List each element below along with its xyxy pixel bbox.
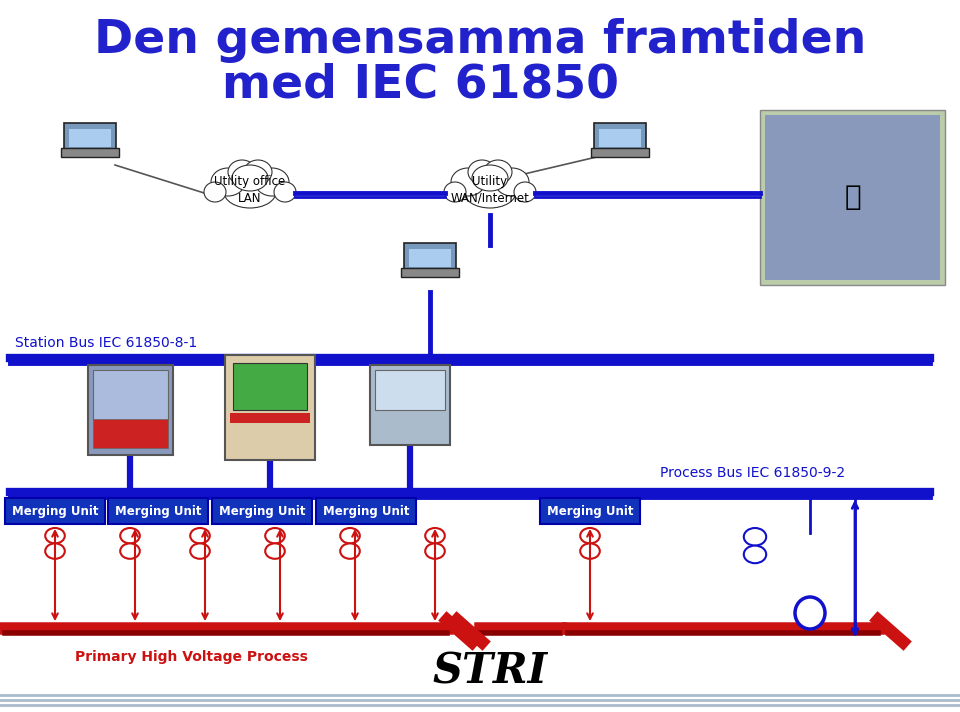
Ellipse shape xyxy=(45,528,64,543)
Ellipse shape xyxy=(211,168,245,196)
Ellipse shape xyxy=(120,543,140,559)
Ellipse shape xyxy=(444,182,466,202)
FancyBboxPatch shape xyxy=(401,268,459,276)
Ellipse shape xyxy=(120,528,140,543)
FancyBboxPatch shape xyxy=(233,363,307,410)
Ellipse shape xyxy=(340,543,360,559)
Ellipse shape xyxy=(495,168,529,196)
Ellipse shape xyxy=(224,176,276,208)
FancyBboxPatch shape xyxy=(599,129,640,147)
Text: Process Bus IEC 61850-9-2: Process Bus IEC 61850-9-2 xyxy=(660,466,845,480)
Ellipse shape xyxy=(472,165,508,191)
FancyBboxPatch shape xyxy=(87,365,173,455)
FancyBboxPatch shape xyxy=(765,115,940,280)
Ellipse shape xyxy=(795,597,825,629)
FancyBboxPatch shape xyxy=(64,123,116,151)
FancyBboxPatch shape xyxy=(108,498,208,524)
Ellipse shape xyxy=(190,528,210,543)
Ellipse shape xyxy=(464,176,516,208)
Text: Merging Unit: Merging Unit xyxy=(219,505,305,518)
Ellipse shape xyxy=(468,160,496,184)
Text: Primary High Voltage Process: Primary High Voltage Process xyxy=(75,650,308,664)
Ellipse shape xyxy=(425,528,444,543)
Ellipse shape xyxy=(228,160,256,184)
FancyBboxPatch shape xyxy=(594,123,646,151)
Ellipse shape xyxy=(190,543,210,559)
Ellipse shape xyxy=(232,165,268,191)
Ellipse shape xyxy=(580,528,600,543)
Ellipse shape xyxy=(451,168,485,196)
Ellipse shape xyxy=(244,160,272,184)
Ellipse shape xyxy=(744,528,766,545)
Ellipse shape xyxy=(484,160,512,184)
Ellipse shape xyxy=(274,182,296,202)
FancyBboxPatch shape xyxy=(225,355,315,460)
Ellipse shape xyxy=(265,528,285,543)
FancyBboxPatch shape xyxy=(370,365,450,445)
Text: Merging Unit: Merging Unit xyxy=(12,505,98,518)
FancyBboxPatch shape xyxy=(375,370,445,410)
Ellipse shape xyxy=(514,182,536,202)
FancyBboxPatch shape xyxy=(591,148,649,157)
Text: 📷: 📷 xyxy=(844,184,861,211)
FancyBboxPatch shape xyxy=(5,498,105,524)
Ellipse shape xyxy=(45,543,64,559)
FancyBboxPatch shape xyxy=(212,498,312,524)
FancyBboxPatch shape xyxy=(92,370,167,419)
FancyBboxPatch shape xyxy=(230,413,310,423)
FancyBboxPatch shape xyxy=(316,498,416,524)
Text: Utility office
LAN: Utility office LAN xyxy=(214,175,286,204)
Text: Utility
WAN/Internet: Utility WAN/Internet xyxy=(450,175,529,204)
Ellipse shape xyxy=(255,168,289,196)
FancyBboxPatch shape xyxy=(760,110,945,285)
Ellipse shape xyxy=(580,543,600,559)
FancyBboxPatch shape xyxy=(409,248,450,267)
FancyBboxPatch shape xyxy=(69,129,110,147)
Ellipse shape xyxy=(265,543,285,559)
FancyBboxPatch shape xyxy=(540,498,640,524)
Text: Merging Unit: Merging Unit xyxy=(115,505,202,518)
FancyBboxPatch shape xyxy=(92,419,167,448)
Ellipse shape xyxy=(425,543,444,559)
FancyBboxPatch shape xyxy=(404,244,456,271)
Text: med IEC 61850: med IEC 61850 xyxy=(222,62,618,107)
Text: Den gemensamma framtiden: Den gemensamma framtiden xyxy=(94,18,866,63)
Text: Merging Unit: Merging Unit xyxy=(323,505,409,518)
Ellipse shape xyxy=(340,528,360,543)
Ellipse shape xyxy=(204,182,226,202)
Ellipse shape xyxy=(744,545,766,563)
Text: STRI: STRI xyxy=(432,651,547,693)
Text: Station Bus IEC 61850-8-1: Station Bus IEC 61850-8-1 xyxy=(15,336,197,350)
Text: Merging Unit: Merging Unit xyxy=(547,505,634,518)
FancyBboxPatch shape xyxy=(61,148,119,157)
